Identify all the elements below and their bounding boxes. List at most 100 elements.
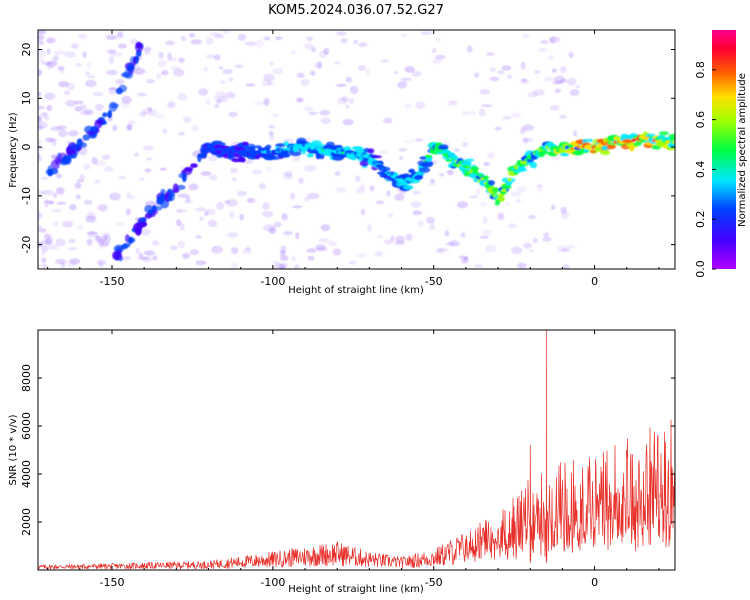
spectrogram-noise-blob	[345, 104, 350, 109]
spectrogram-noise-blob	[511, 246, 523, 255]
spectrogram-streak-blob	[156, 198, 161, 206]
spectrogram-streak-blob	[110, 102, 119, 109]
spectrogram-noise-blob	[195, 260, 207, 266]
spectrogram-y-tick-label: -20	[20, 236, 33, 254]
spectrogram-noise-blob	[448, 240, 460, 247]
spectrogram-noise-blob	[428, 181, 437, 187]
spectrogram-noise-blob	[136, 92, 147, 97]
spectrogram-noise-blob	[42, 264, 48, 269]
spectrogram-noise-blob	[222, 30, 231, 35]
spectrogram-noise-blob	[165, 40, 175, 46]
spectrogram-streak-blob	[102, 112, 108, 118]
snr-series-line	[38, 330, 675, 570]
spectrogram-noise-blob	[169, 66, 181, 71]
spectrogram-noise-blob	[294, 264, 300, 269]
spectrogram-noise-blob	[279, 249, 286, 257]
snr-frame	[37, 329, 676, 571]
spectrogram-ridge-blob	[606, 143, 616, 150]
snr-x-tick-label: -50	[425, 576, 443, 589]
spectrogram-noise-blob	[54, 238, 66, 247]
spectrogram-noise-blob	[461, 111, 468, 116]
spectrogram-noise-blob	[353, 39, 359, 45]
spectrogram-noise-blob	[46, 104, 53, 112]
spectrogram-ridge-blob	[529, 161, 538, 169]
spectrogram-noise-blob	[357, 65, 366, 71]
spectrogram-noise-blob	[566, 78, 577, 86]
spectrogram-noise-blob	[121, 100, 130, 109]
spectrogram-noise-blob	[263, 98, 270, 106]
spectrogram-noise-blob	[310, 70, 316, 76]
spectrogram-noise-blob	[542, 237, 552, 242]
spectrogram-streak-blob	[132, 57, 137, 66]
spectrogram-noise-blob	[209, 174, 218, 181]
spectrogram-noise-blob	[43, 200, 55, 204]
spectrogram-noise-blob	[516, 262, 527, 269]
spectrogram-noise-blob	[40, 112, 48, 118]
spectrogram-noise-blob	[307, 255, 315, 261]
spectrogram-ridge-blob	[422, 160, 434, 167]
spectrogram-noise-blob	[336, 31, 347, 36]
spectrogram-noise-blob	[195, 207, 207, 212]
spectrogram-ridge-blob	[254, 154, 261, 160]
spectrogram-noise-blob	[104, 235, 111, 244]
spectrogram-noise-blob	[304, 196, 310, 202]
spectrogram-noise-blob	[289, 192, 295, 200]
spectrogram-noise-blob	[522, 242, 533, 249]
spectrogram-x-tick-label: 0	[591, 275, 598, 288]
spectrogram-noise-blob	[138, 177, 145, 181]
spectrogram-noise-blob	[43, 116, 50, 121]
spectrogram-noise-blob	[222, 69, 233, 75]
spectrogram-noise-blob	[80, 104, 87, 111]
spectrogram-noise-blob	[38, 211, 43, 220]
spectrogram-noise-blob	[482, 216, 488, 225]
snr-x-label: Height of straight line (km)	[288, 584, 424, 595]
spectrogram-noise-blob	[159, 167, 167, 171]
spectrogram-noise-blob	[510, 191, 522, 197]
spectrogram-ridge-core	[478, 173, 483, 178]
spectrogram-noise-blob	[522, 33, 530, 39]
spectrogram-noise-blob	[490, 67, 496, 72]
spectrogram-streak-blob	[66, 150, 77, 155]
spectrogram-noise-blob	[360, 183, 365, 191]
spectrogram-ridge-blob	[589, 149, 597, 154]
spectrogram-noise-blob	[528, 215, 536, 220]
spectrogram-noise-blob	[38, 105, 45, 110]
spectrogram-noise-blob	[263, 73, 275, 82]
spectrogram-noise-blob	[237, 33, 246, 41]
spectrogram-noise-blob	[328, 240, 337, 247]
spectrogram-noise-blob	[74, 100, 84, 105]
spectrogram-streak-blob	[76, 138, 83, 147]
spectrogram-noise-blob	[203, 67, 208, 72]
spectrogram-noise-blob	[51, 141, 57, 146]
spectrogram-noise-blob	[356, 252, 367, 258]
spectrogram-noise-blob	[397, 81, 408, 89]
spectrogram-ridge-core	[497, 193, 505, 197]
spectrogram-noise-blob	[107, 117, 113, 122]
spectrogram-noise-blob	[183, 116, 192, 123]
spectrogram-noise-blob	[167, 52, 172, 60]
spectrogram-noise-blob	[291, 50, 296, 55]
spectrogram-ridge-blob	[526, 158, 534, 163]
spectrogram-noise-blob	[230, 262, 238, 269]
spectrogram-noise-blob	[521, 137, 534, 143]
spectrogram-ridge-blob	[378, 166, 391, 172]
spectrogram-noise-blob	[41, 245, 49, 253]
spectrogram-noise-blob	[551, 68, 557, 73]
spectrogram-noise-blob	[568, 51, 574, 59]
spectrogram-ridge-blob	[367, 148, 375, 154]
spectrogram-noise-blob	[345, 76, 353, 83]
spectrogram-noise-blob	[38, 91, 42, 97]
spectrogram-noise-blob	[466, 45, 473, 53]
spectrogram-noise-blob	[38, 30, 44, 37]
spectrogram-noise-blob	[228, 77, 234, 82]
spectrogram-noise-blob	[504, 201, 510, 207]
spectrogram-noise-blob	[94, 160, 107, 166]
spectrogram-noise-blob	[431, 47, 437, 54]
spectrogram-noise-blob	[38, 228, 47, 233]
spectrogram-x-tick-label: -50	[425, 275, 443, 288]
spectrogram-x-label: Height of straight line (km)	[288, 285, 424, 296]
spectrogram-x-tick-label: -100	[260, 275, 285, 288]
spectrogram-noise-blob	[219, 80, 226, 84]
spectrogram-ridge-blob	[494, 201, 500, 206]
spectrogram-noise-blob	[83, 163, 91, 170]
